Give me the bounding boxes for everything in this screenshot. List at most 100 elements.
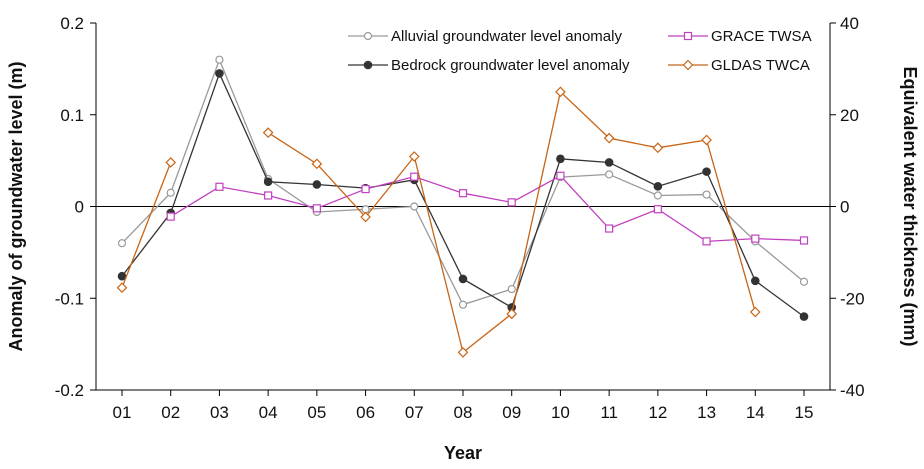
point-bedrock — [702, 167, 711, 176]
point-gldas — [165, 157, 177, 168]
point-gldas — [360, 211, 371, 223]
x-tick-label: 06 — [356, 403, 375, 422]
point-bedrock — [653, 182, 663, 191]
right-tick-label: 20 — [840, 106, 859, 125]
left-tick-label: 0.1 — [60, 106, 84, 125]
legend-label-grace: GRACE TWSA — [711, 28, 812, 45]
legend-marker-bedrock — [363, 60, 373, 70]
point-grace — [166, 212, 175, 221]
point-bedrock — [312, 180, 322, 189]
point-gldas — [555, 86, 566, 98]
x-tick-label: 11 — [600, 403, 618, 422]
point-gldas — [116, 282, 128, 294]
x-tick-label: 15 — [795, 403, 814, 422]
left-tick-label: 0.2 — [60, 14, 84, 33]
legend-marker-gldas — [682, 59, 694, 71]
left-tick-label: -0.1 — [55, 289, 84, 308]
point-gldas — [457, 347, 469, 358]
x-tick-label: 13 — [697, 403, 716, 422]
left-axis-ticks: -0.2 -0.1 0 0.1 0.2 — [55, 14, 96, 400]
series-alluvial — [117, 55, 809, 309]
x-tick-label: 14 — [746, 403, 765, 422]
x-tick-label: 02 — [161, 403, 180, 422]
x-tick-label: 04 — [259, 403, 278, 422]
legend-marker-gldas — [682, 59, 694, 71]
x-tick-label: 12 — [648, 403, 667, 422]
point-alluvial — [166, 188, 175, 197]
point-bedrock — [799, 312, 809, 321]
point-bedrock — [117, 271, 127, 281]
point-alluvial — [458, 300, 468, 309]
x-tick-label: 03 — [210, 403, 229, 422]
legend-marker-bedrock — [363, 60, 373, 70]
x-tick-label: 10 — [551, 403, 570, 422]
point-gldas — [311, 158, 323, 170]
y-axis-title-left: Anomaly of groundwater level (m) — [6, 61, 26, 351]
legend-entry-gldas: GLDAS TWCA — [668, 57, 810, 74]
point-grace — [702, 237, 711, 246]
x-tick-label: 05 — [307, 403, 326, 422]
series-grace — [166, 171, 809, 246]
legend-marker-alluvial — [363, 31, 373, 41]
legend-entry-grace: GRACE TWSA — [668, 28, 812, 45]
series-layer — [116, 55, 809, 358]
legend-entry-bedrock: Bedrock groundwater level anomaly — [348, 57, 630, 74]
point-gldas — [603, 132, 615, 144]
point-alluvial — [605, 170, 614, 179]
legend-entry-alluvial: Alluvial groundwater level anomaly — [348, 28, 622, 45]
point-bedrock — [263, 177, 273, 187]
series-line-grace — [170, 174, 805, 243]
point-alluvial — [653, 191, 662, 200]
y-axis-title-right: Equivalent water thickness (mm) — [900, 66, 920, 346]
point-bedrock — [215, 69, 224, 78]
x-tick-label: 08 — [454, 403, 473, 422]
left-tick-label: 0 — [75, 198, 84, 217]
right-axis-ticks: -40 -20 0 20 40 — [830, 14, 865, 400]
point-alluvial — [117, 239, 127, 248]
point-grace — [653, 205, 662, 214]
x-axis-title: Year — [444, 443, 482, 463]
legend-label-bedrock: Bedrock groundwater level anomaly — [391, 57, 630, 74]
point-bedrock — [458, 274, 468, 284]
legend-marker-alluvial — [363, 31, 373, 41]
legend-marker-grace — [683, 31, 693, 41]
series-line-alluvial — [121, 57, 805, 306]
legend-label-alluvial: Alluvial groundwater level anomaly — [391, 28, 622, 45]
point-grace — [458, 189, 468, 198]
series-gldas — [116, 86, 761, 358]
x-tick-label: 09 — [502, 403, 521, 422]
right-tick-label: 0 — [840, 198, 849, 217]
right-tick-label: -40 — [840, 381, 865, 400]
point-alluvial — [799, 277, 809, 286]
point-grace — [312, 204, 321, 213]
point-grace — [410, 172, 419, 181]
x-tick-label: 07 — [405, 403, 424, 422]
x-axis-ticks: 01 02 03 04 05 06 07 08 09 10 11 12 13 14 15 — [113, 390, 814, 422]
point-alluvial — [507, 284, 516, 294]
series-line-gldas — [121, 162, 172, 288]
point-grace — [507, 198, 516, 207]
right-tick-label: 40 — [840, 14, 859, 33]
point-grace — [605, 224, 614, 233]
left-tick-label: -0.2 — [55, 381, 84, 400]
point-bedrock — [750, 276, 760, 286]
point-gldas — [652, 142, 664, 154]
point-grace — [264, 191, 273, 200]
point-grace — [361, 184, 370, 194]
point-grace — [751, 234, 760, 243]
legend-label-gldas: GLDAS TWCA — [711, 57, 810, 74]
point-bedrock — [604, 158, 614, 167]
legend: Alluvial groundwater level anomaly Bedro… — [348, 28, 812, 74]
legend-marker-grace — [683, 31, 693, 41]
x-tick-label: 01 — [113, 403, 132, 422]
point-bedrock — [556, 154, 565, 164]
point-grace — [799, 236, 809, 245]
point-gldas — [749, 306, 761, 318]
point-grace — [556, 171, 565, 180]
point-gldas — [701, 134, 712, 146]
point-alluvial — [361, 205, 370, 214]
point-gldas — [408, 151, 420, 162]
point-alluvial — [410, 202, 419, 211]
point-gldas — [506, 308, 518, 320]
